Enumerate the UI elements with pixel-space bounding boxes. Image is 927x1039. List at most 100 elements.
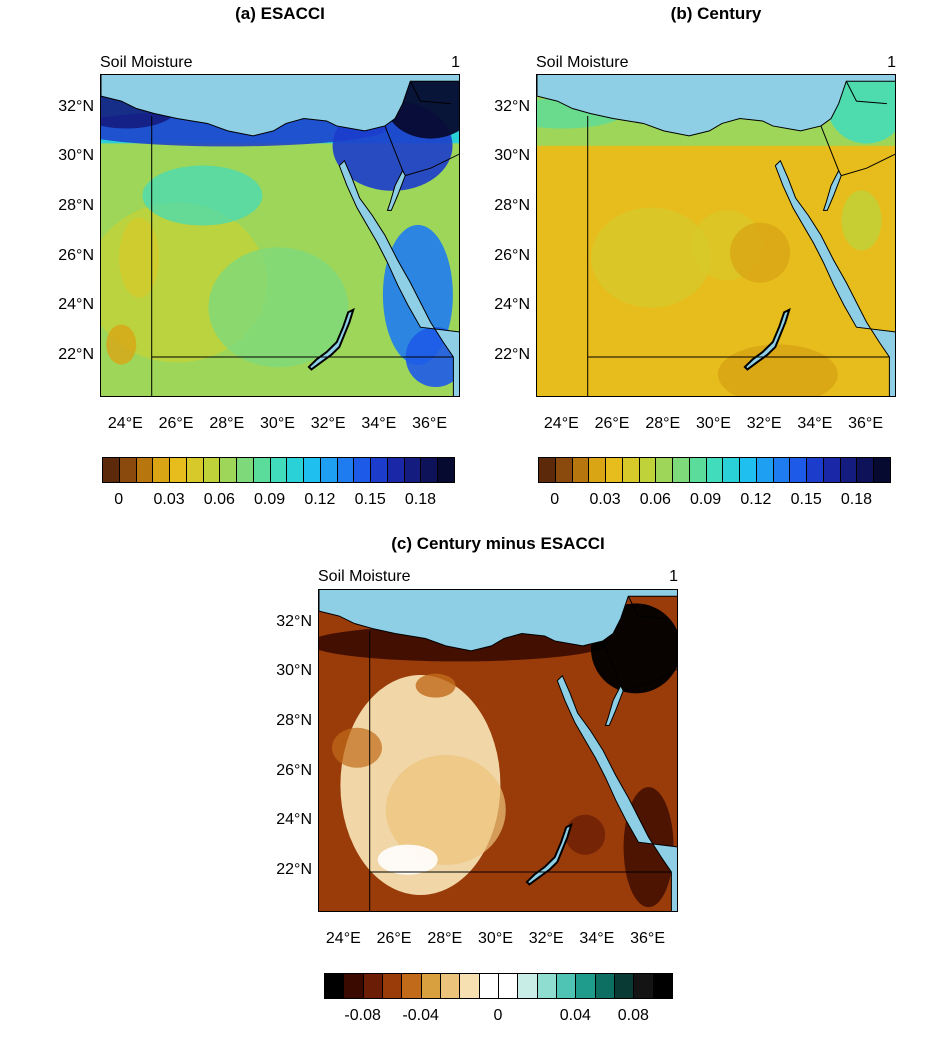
colorbar-swatch <box>517 973 538 999</box>
colorbar-swatch <box>705 457 724 483</box>
colorbar-swatch <box>652 973 673 999</box>
lon-tick-label: 32°E <box>746 415 782 432</box>
colorbar-tick-label: 0.06 <box>639 491 671 508</box>
lat-tick-label: 22°N <box>494 346 530 363</box>
colorbar-swatch <box>459 973 480 999</box>
colorbar-swatch <box>386 457 405 483</box>
colorbar-tick-label: -0.08 <box>344 1007 381 1024</box>
colorbar-swatch <box>478 973 499 999</box>
colorbar-tick-label: 0.18 <box>404 491 437 508</box>
lat-tick-label: 26°N <box>58 246 94 264</box>
lon-tick-label: 34°E <box>797 415 833 432</box>
lon-tick-label: 32°E <box>310 415 346 432</box>
colorbar-swatch <box>319 457 338 483</box>
lat-tick-label: 28°N <box>494 196 530 214</box>
colorbar-swatch <box>498 973 519 999</box>
colorbar-tick-label: 0.08 <box>617 1007 649 1024</box>
panel-title: (b) Century <box>670 4 762 23</box>
lat-tick-label: 28°N <box>58 196 94 214</box>
colorbar-swatch <box>739 457 757 483</box>
colorbar-swatch <box>169 457 187 483</box>
lon-tick-label: 24°E <box>107 415 143 432</box>
variable-label: Soil Moisture <box>536 54 629 71</box>
colorbar-swatch <box>839 457 858 483</box>
lat-tick-label: 26°N <box>494 246 530 264</box>
lon-tick-label: 34°E <box>361 415 397 432</box>
colorbar-swatch <box>286 457 305 483</box>
lon-tick-label: 32°E <box>528 930 564 947</box>
colorbar-swatch <box>303 457 321 483</box>
colorbar-tick-label: 0.09 <box>254 491 286 508</box>
colorbar-tick-label: 0.15 <box>354 491 386 508</box>
lon-tick-label: 30°E <box>696 415 731 432</box>
colorbar-swatch <box>440 973 461 999</box>
variable-label: Soil Moisture <box>100 54 193 71</box>
lat-tick-label: 24°N <box>276 811 312 829</box>
colorbar-swatch <box>362 973 383 999</box>
map-panel-difference <box>318 589 678 912</box>
colorbar-tick-label: 0.15 <box>790 491 822 508</box>
lon-tick-label: 34°E <box>579 930 615 947</box>
colorbar-swatch <box>755 457 774 483</box>
colorbar-swatch <box>571 457 590 483</box>
colorbar-swatch <box>437 457 455 483</box>
colorbar-swatch <box>688 457 707 483</box>
colorbar-swatch <box>370 457 388 483</box>
colorbar-swatch <box>252 457 271 483</box>
panel-title: (a) ESACCI <box>235 4 325 23</box>
colorbar-swatch <box>152 457 171 483</box>
colorbar-swatch <box>353 457 372 483</box>
colorbar-swatch <box>420 457 439 483</box>
colorbar-swatch <box>202 457 221 483</box>
colorbar-tick-label: 0 <box>550 491 560 508</box>
colorbar-swatch <box>638 457 657 483</box>
lat-tick-label: 30°N <box>494 147 530 165</box>
colorbar-swatch <box>556 973 577 999</box>
colorbar-swatch <box>614 973 635 999</box>
colorbar-swatch <box>856 457 875 483</box>
lat-tick-label: 28°N <box>276 711 312 729</box>
colorbar-swatch <box>102 457 120 483</box>
colorbar-swatch <box>655 457 674 483</box>
level-label: 1 <box>887 54 896 71</box>
lat-tick-label: 32°N <box>58 97 94 115</box>
lon-tick-label: 36°E <box>412 415 447 432</box>
colorbar-swatch <box>219 457 238 483</box>
lat-tick-label: 32°N <box>276 612 312 630</box>
colorbar-tick-label: 0.12 <box>740 491 772 508</box>
map-panel-century <box>536 74 896 397</box>
colorbar-swatch <box>789 457 808 483</box>
lat-tick-label: 24°N <box>494 296 530 314</box>
lon-tick-label: 26°E <box>594 415 630 432</box>
colorbar-swatch <box>575 973 596 999</box>
variable-label: Soil Moisture <box>318 568 411 585</box>
lat-tick-label: 30°N <box>58 147 94 165</box>
colorbar-swatch <box>185 457 204 483</box>
colorbar-swatch <box>554 457 573 483</box>
colorbar-swatch <box>605 457 623 483</box>
colorbar-swatch <box>621 457 640 483</box>
lat-tick-label: 26°N <box>276 761 312 779</box>
colorbar-swatch <box>873 457 891 483</box>
colorbar-tick-label: -0.04 <box>402 1007 439 1024</box>
lon-tick-label: 24°E <box>325 930 361 947</box>
colorbar-swatch <box>536 973 557 999</box>
colorbar-swatch <box>343 973 364 999</box>
lon-tick-label: 28°E <box>645 415 681 432</box>
colorbar-swatch <box>633 973 654 999</box>
lon-tick-label: 24°E <box>543 415 579 432</box>
colorbar-tick-label: 0.03 <box>153 491 185 508</box>
colorbar-swatch <box>722 457 741 483</box>
colorbar-swatch <box>772 457 791 483</box>
lon-tick-label: 30°E <box>478 930 513 947</box>
lon-tick-label: 36°E <box>630 930 665 947</box>
colorbar-tick-label: 0.09 <box>690 491 722 508</box>
lat-tick-label: 24°N <box>58 296 94 314</box>
colorbar-tick-label: 0.12 <box>304 491 336 508</box>
colorbar-tick-label: 0.18 <box>840 491 873 508</box>
colorbar-swatch <box>336 457 355 483</box>
lon-tick-label: 28°E <box>209 415 245 432</box>
colorbar-swatch <box>672 457 690 483</box>
lat-tick-label: 32°N <box>494 97 530 115</box>
lat-tick-label: 30°N <box>276 662 312 680</box>
